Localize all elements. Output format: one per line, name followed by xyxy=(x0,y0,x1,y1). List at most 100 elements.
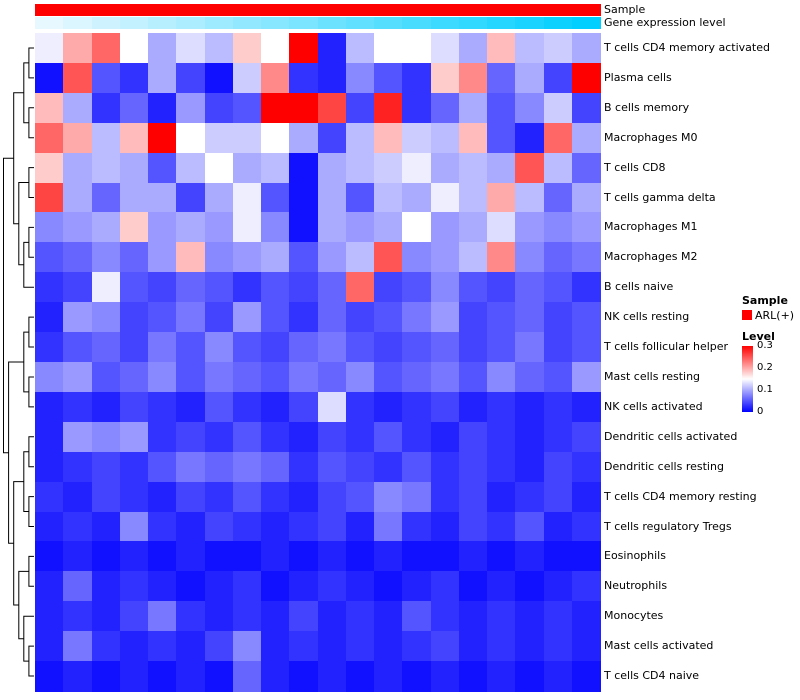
heatmap-cell xyxy=(119,332,149,363)
heatmap-cell xyxy=(374,152,403,184)
heatmap-cell xyxy=(487,122,516,154)
heatmap-cell xyxy=(345,242,375,273)
heatmap-cell xyxy=(402,332,432,363)
heatmap-cell xyxy=(232,242,262,273)
heatmap-cell xyxy=(571,92,601,124)
heatmap-cell xyxy=(430,391,460,423)
heatmap-cell xyxy=(63,362,93,393)
heatmap-cell xyxy=(289,601,319,632)
heatmap-cell xyxy=(35,92,64,124)
heatmap-cell xyxy=(91,571,121,602)
heatmap-cell xyxy=(487,451,516,483)
heatmap-cell xyxy=(345,421,375,453)
heatmap-cell xyxy=(487,511,516,543)
heatmap-cell xyxy=(232,391,262,423)
heatmap-cell xyxy=(204,541,234,572)
heatmap-cell xyxy=(261,421,290,453)
heatmap-cell xyxy=(176,182,206,214)
heatmap-cell xyxy=(148,302,177,333)
heatmap-cell xyxy=(543,481,573,513)
heatmap-cell xyxy=(402,272,432,303)
heatmap-cell xyxy=(148,62,177,94)
heatmap-cell xyxy=(571,511,601,543)
heatmap-cell xyxy=(430,212,460,243)
heatmap-cell xyxy=(289,451,319,483)
heatmap-cell xyxy=(63,391,93,423)
heatmap-cell xyxy=(487,332,516,363)
row-dendrogram xyxy=(2,33,34,691)
heatmap-cell xyxy=(289,661,319,692)
heatmap-cell xyxy=(289,481,319,513)
legend-level-gradient xyxy=(742,346,753,412)
heatmap-cell xyxy=(374,661,403,692)
heatmap-cell xyxy=(63,332,93,363)
heatmap-cell xyxy=(63,33,93,64)
heatmap-cell xyxy=(232,92,262,124)
heatmap-cell xyxy=(176,661,206,692)
heatmap-cell xyxy=(91,62,121,94)
heatmap-cell xyxy=(317,571,347,602)
heatmap-cell xyxy=(289,33,319,64)
heatmap-cell xyxy=(63,421,93,453)
heatmap-cell xyxy=(345,92,375,124)
sample-annotation-cell xyxy=(458,4,488,16)
row-label: Neutrophils xyxy=(604,579,668,593)
heatmap-cell xyxy=(63,272,93,303)
row-label: T cells CD4 naive xyxy=(604,669,700,683)
row-label: T cells gamma delta xyxy=(604,190,716,204)
heatmap-cell xyxy=(63,92,93,124)
heatmap-cell xyxy=(289,362,319,393)
heatmap-cell xyxy=(317,391,347,423)
heatmap-cell xyxy=(91,601,121,632)
heatmap-cell xyxy=(487,481,516,513)
heatmap-cell xyxy=(515,451,545,483)
heatmap-cell xyxy=(515,661,545,692)
heatmap-cell xyxy=(148,481,177,513)
heatmap-cell xyxy=(345,481,375,513)
heatmap-cell xyxy=(374,571,403,602)
gene-expression-annotation-cell xyxy=(402,17,432,29)
heatmap-cell xyxy=(571,481,601,513)
heatmap-cell xyxy=(261,362,290,393)
heatmap-cell xyxy=(119,302,149,333)
sample-annotation-cell xyxy=(232,4,262,16)
heatmap-cell xyxy=(402,152,432,184)
gene-expression-annotation-cell xyxy=(345,17,375,29)
heatmap-cell xyxy=(458,212,488,243)
heatmap-cell xyxy=(63,481,93,513)
heatmap-cell xyxy=(345,152,375,184)
row-labels: T cells CD4 memory activated Plasma cells… xyxy=(604,33,794,691)
row-label: Mast cells resting xyxy=(604,370,701,383)
heatmap-cell xyxy=(232,541,262,572)
heatmap-cell xyxy=(543,451,573,483)
heatmap-cell xyxy=(487,302,516,333)
heatmap-cell xyxy=(430,541,460,572)
heatmap-cell xyxy=(232,332,262,363)
legend-sample-swatch xyxy=(742,310,752,320)
heatmap-cell xyxy=(487,661,516,692)
heatmap-cell xyxy=(430,362,460,393)
heatmap-cell xyxy=(374,601,403,632)
heatmap-cell xyxy=(63,152,93,184)
heatmap-cell xyxy=(345,272,375,303)
heatmap-cell xyxy=(176,631,206,662)
heatmap-cell xyxy=(458,92,488,124)
heatmap-cell xyxy=(571,332,601,363)
heatmap-cell xyxy=(317,242,347,273)
heatmap-cell xyxy=(119,421,149,453)
heatmap-cell xyxy=(458,631,488,662)
heatmap-cell xyxy=(402,33,432,64)
heatmap-cell xyxy=(458,571,488,602)
heatmap-cell xyxy=(402,122,432,154)
heatmap-cell xyxy=(571,122,601,154)
heatmap-cell xyxy=(119,631,149,662)
heatmap-cell xyxy=(543,661,573,692)
heatmap-cell xyxy=(204,511,234,543)
heatmap-cell xyxy=(345,362,375,393)
heatmap-cell xyxy=(317,511,347,543)
heatmap-cell xyxy=(176,601,206,632)
row-label: Plasma cells xyxy=(604,70,672,84)
heatmap-cell xyxy=(345,451,375,483)
heatmap-cell xyxy=(232,451,262,483)
gene-expression-annotation-cell xyxy=(35,17,64,29)
